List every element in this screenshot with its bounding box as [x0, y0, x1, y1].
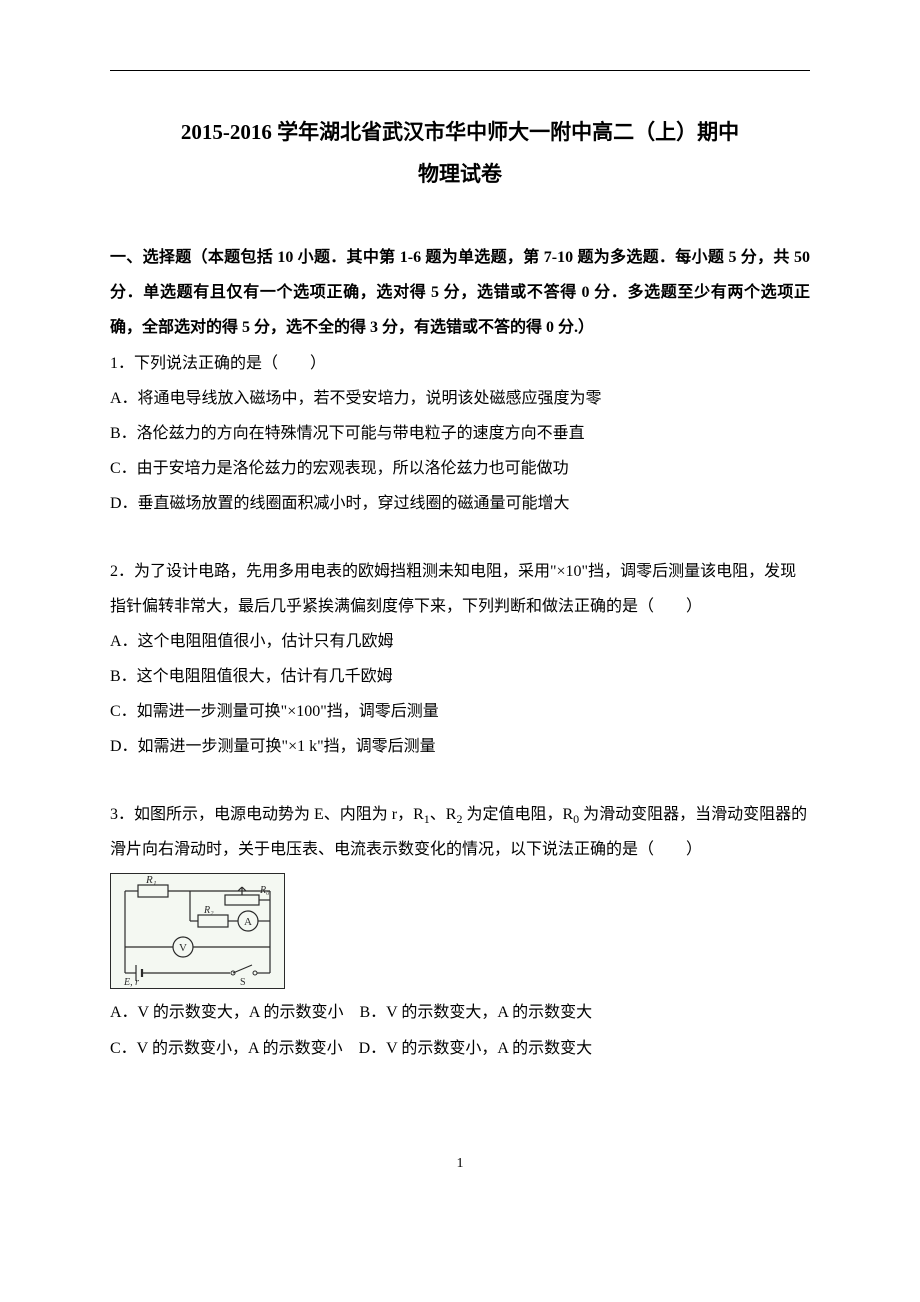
svg-text:R₁: R₁ — [145, 874, 157, 886]
q3-options-ab: A．V 的示数变大，A 的示数变小 B．V 的示数变大，A 的示数变大 — [110, 995, 810, 1030]
svg-text:R₂: R₂ — [203, 905, 214, 916]
question-2: 2．为了设计电路，先用多用电表的欧姆挡粗测未知电阻，采用"×10"挡，调零后测量… — [110, 554, 810, 765]
q2-option-b: B．这个电阻阻值很大，估计有几千欧姆 — [110, 659, 810, 694]
svg-text:E, r: E, r — [123, 977, 139, 988]
top-divider — [110, 70, 810, 71]
circuit-diagram: R₁ R₀ R₂ A V — [110, 873, 285, 989]
title-line-2: 物理试卷 — [110, 153, 810, 195]
q1-option-a: A．将通电导线放入磁场中，若不受安培力，说明该处磁感应强度为零 — [110, 381, 810, 416]
q2-option-d: D．如需进一步测量可换"×1 k"挡，调零后测量 — [110, 729, 810, 764]
exam-title: 2015-2016 学年湖北省武汉市华中师大一附中高二（上）期中 物理试卷 — [110, 111, 810, 195]
q1-option-b: B．洛伦兹力的方向在特殊情况下可能与带电粒子的速度方向不垂直 — [110, 416, 810, 451]
q3-options-cd: C．V 的示数变小，A 的示数变小 D．V 的示数变小，A 的示数变大 — [110, 1031, 810, 1066]
question-3: 3．如图所示，电源电动势为 E、内阻为 r，R1、R2 为定值电阻，R0 为滑动… — [110, 797, 810, 1066]
q2-option-a: A．这个电阻阻值很小，估计只有几欧姆 — [110, 624, 810, 659]
svg-text:A: A — [244, 916, 252, 928]
svg-text:R₀: R₀ — [259, 885, 270, 896]
q3-stem-part1: 3．如图所示，电源电动势为 E、内阻为 r，R — [110, 806, 424, 823]
title-line-1: 2015-2016 学年湖北省武汉市华中师大一附中高二（上）期中 — [110, 111, 810, 153]
svg-text:S: S — [240, 977, 246, 988]
svg-text:V: V — [179, 942, 187, 954]
question-1: 1．下列说法正确的是（ ） A．将通电导线放入磁场中，若不受安培力，说明该处磁感… — [110, 346, 810, 522]
section-header: 一、选择题（本题包括 10 小题．其中第 1-6 题为单选题，第 7-10 题为… — [110, 240, 810, 346]
q2-stem: 2．为了设计电路，先用多用电表的欧姆挡粗测未知电阻，采用"×10"挡，调零后测量… — [110, 554, 810, 624]
q3-stem-part3: 为定值电阻，R — [462, 806, 573, 823]
page-container: 2015-2016 学年湖北省武汉市华中师大一附中高二（上）期中 物理试卷 一、… — [0, 0, 920, 1232]
q2-option-c: C．如需进一步测量可换"×100"挡，调零后测量 — [110, 694, 810, 729]
q1-option-c: C．由于安培力是洛伦兹力的宏观表现，所以洛伦兹力也可能做功 — [110, 451, 810, 486]
q1-option-d: D．垂直磁场放置的线圈面积减小时，穿过线圈的磁通量可能增大 — [110, 486, 810, 521]
q3-stem: 3．如图所示，电源电动势为 E、内阻为 r，R1、R2 为定值电阻，R0 为滑动… — [110, 797, 810, 868]
page-number: 1 — [110, 1156, 810, 1172]
q1-stem: 1．下列说法正确的是（ ） — [110, 346, 810, 381]
q3-stem-part2: 、R — [430, 806, 457, 823]
